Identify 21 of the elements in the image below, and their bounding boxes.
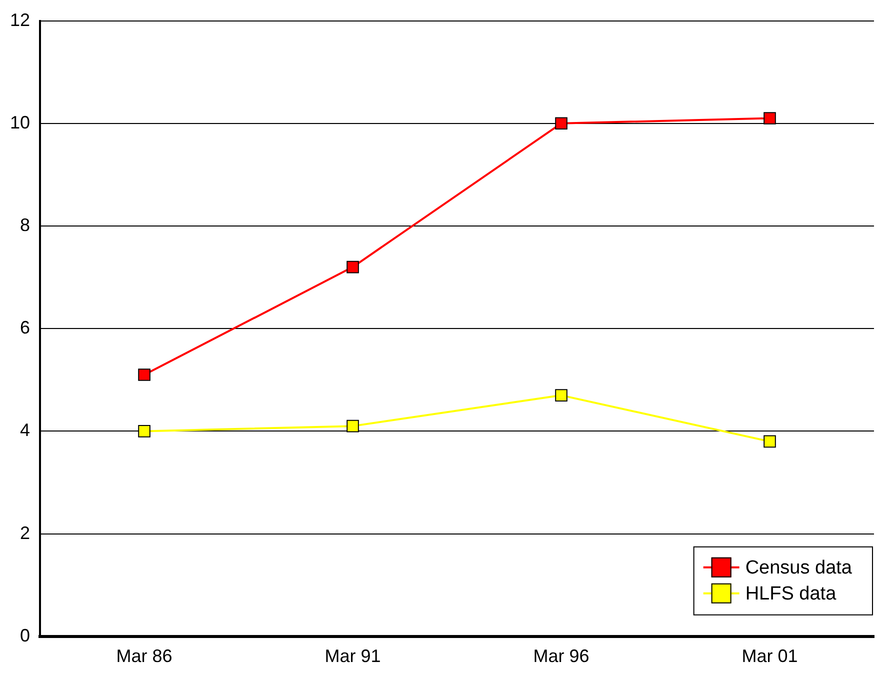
y-tick-label: 8 <box>20 214 30 235</box>
point <box>346 260 359 274</box>
x-tick-label: Mar 96 <box>533 646 590 666</box>
y-tick-label: 10 <box>10 112 30 132</box>
point <box>764 112 776 124</box>
point <box>764 435 776 448</box>
point <box>555 389 568 402</box>
point <box>555 117 568 130</box>
point <box>138 368 150 381</box>
point <box>138 425 150 438</box>
x-tick-label: Mar 91 <box>324 646 381 666</box>
y-tick-label: 12 <box>10 10 30 30</box>
y-tick-label: 4 <box>20 420 30 440</box>
x-tick-label: Mar 86 <box>116 646 172 666</box>
x-tick-label: Mar 01 <box>742 646 798 666</box>
y-tick-label: 0 <box>20 625 30 646</box>
legend-label: Census data <box>745 558 852 579</box>
y-tick-label: 6 <box>20 318 30 338</box>
legend-label: HLFS data <box>745 584 837 605</box>
y-tick-label: 2 <box>20 522 30 543</box>
point <box>346 420 359 432</box>
